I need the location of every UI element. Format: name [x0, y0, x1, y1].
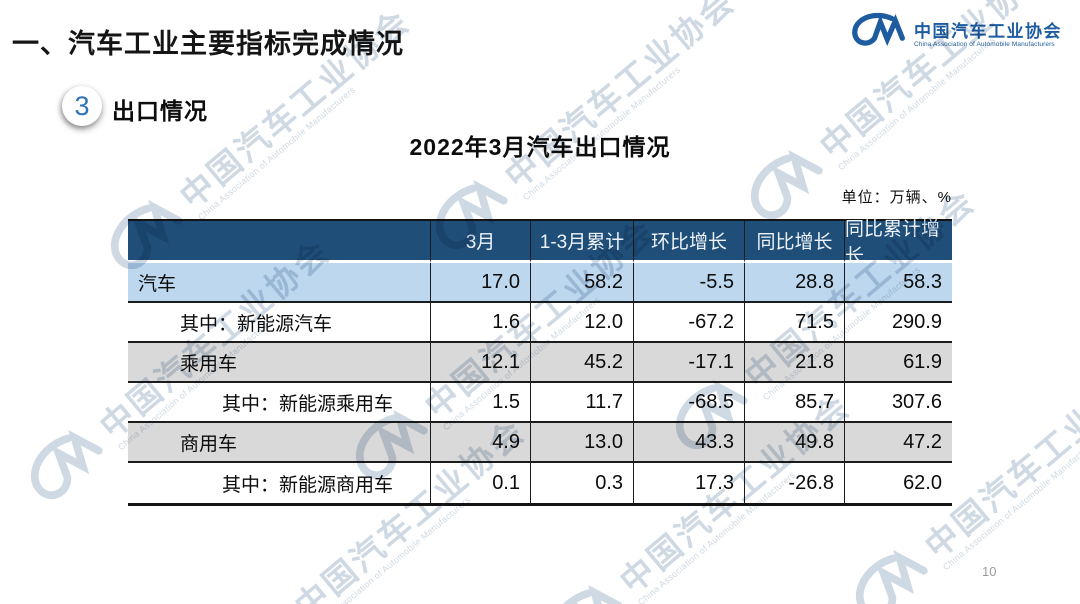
watermark-swoosh-icon [14, 417, 122, 522]
cell-value: 13.0 [531, 423, 634, 463]
caam-logo: 中国汽车工业协会 China Association of Automobile… [849, 12, 1062, 59]
cell-value: 12.1 [431, 343, 531, 383]
cell-value: 0.3 [531, 463, 634, 503]
cell-value: 17.0 [431, 263, 531, 303]
watermark-swoosh-icon [839, 537, 947, 604]
cell-value: -26.8 [745, 463, 845, 503]
watermark-swoosh-icon [209, 597, 317, 604]
cell-value: 49.8 [745, 423, 845, 463]
row-label: 其中：新能源乘用车 [128, 383, 431, 423]
col-header: 同比增长 [745, 221, 845, 263]
caam-logo-text: 中国汽车工业协会 China Association of Automobile… [914, 21, 1062, 49]
cell-value: 11.7 [531, 383, 634, 423]
cell-value: -67.2 [634, 303, 745, 343]
col-header: 3月 [431, 221, 531, 263]
page-title: 一、汽车工业主要指标完成情况 [12, 29, 404, 59]
cell-value: 0.1 [431, 463, 531, 503]
table-title: 2022年3月汽车出口情况 [409, 134, 671, 160]
cell-value: 47.2 [845, 423, 952, 463]
cell-value: 1.5 [431, 383, 531, 423]
cell-value: 28.8 [745, 263, 845, 303]
cell-value: 71.5 [745, 303, 845, 343]
cell-value: 4.9 [431, 423, 531, 463]
col-header-empty [128, 221, 431, 263]
unit-label: 单位：万辆、% [841, 189, 952, 206]
section-number-badge: 3 [62, 86, 102, 126]
cell-value: 58.2 [531, 263, 634, 303]
caam-logo-name-en: China Association of Automobile Manufact… [914, 41, 1055, 49]
cell-value: 12.0 [531, 303, 634, 343]
watermark-swoosh-icon [534, 572, 642, 604]
row-label: 商用车 [128, 423, 431, 463]
cell-value: 45.2 [531, 343, 634, 383]
cell-value: 58.3 [845, 263, 952, 303]
caam-swoosh-icon [849, 12, 907, 59]
section-label: 出口情况 [112, 98, 208, 124]
row-label: 乘用车 [128, 343, 431, 383]
caam-logo-name-cn: 中国汽车工业协会 [914, 21, 1062, 41]
page-number: 10 [982, 564, 997, 579]
cell-value: 290.9 [845, 303, 952, 343]
cell-value: 62.0 [845, 463, 952, 503]
cell-value: -68.5 [634, 383, 745, 423]
cell-value: 17.3 [634, 463, 745, 503]
cell-value: 61.9 [845, 343, 952, 383]
row-label: 其中：新能源汽车 [128, 303, 431, 343]
export-table: 3月 1-3月累计 环比增长 同比增长 同比累计增长汽车 17.0 58.2 -5.5 28.8… [128, 219, 952, 506]
col-header: 同比累计增长 [845, 219, 952, 267]
watermark-text: 中国汽车工业协会 China Association of Automobile … [498, 0, 743, 203]
cell-value: 43.3 [634, 423, 745, 463]
cell-value: 85.7 [745, 383, 845, 423]
row-label: 其中：新能源商用车 [128, 463, 431, 503]
col-header: 1-3月累计 [531, 221, 634, 263]
cell-value: 307.6 [845, 383, 952, 423]
cell-value: -5.5 [634, 263, 745, 303]
cell-value: 21.8 [745, 343, 845, 383]
row-label: 汽车 [128, 263, 431, 303]
cell-value: -17.1 [634, 343, 745, 383]
col-header: 环比增长 [634, 221, 745, 263]
cell-value: 1.6 [431, 303, 531, 343]
